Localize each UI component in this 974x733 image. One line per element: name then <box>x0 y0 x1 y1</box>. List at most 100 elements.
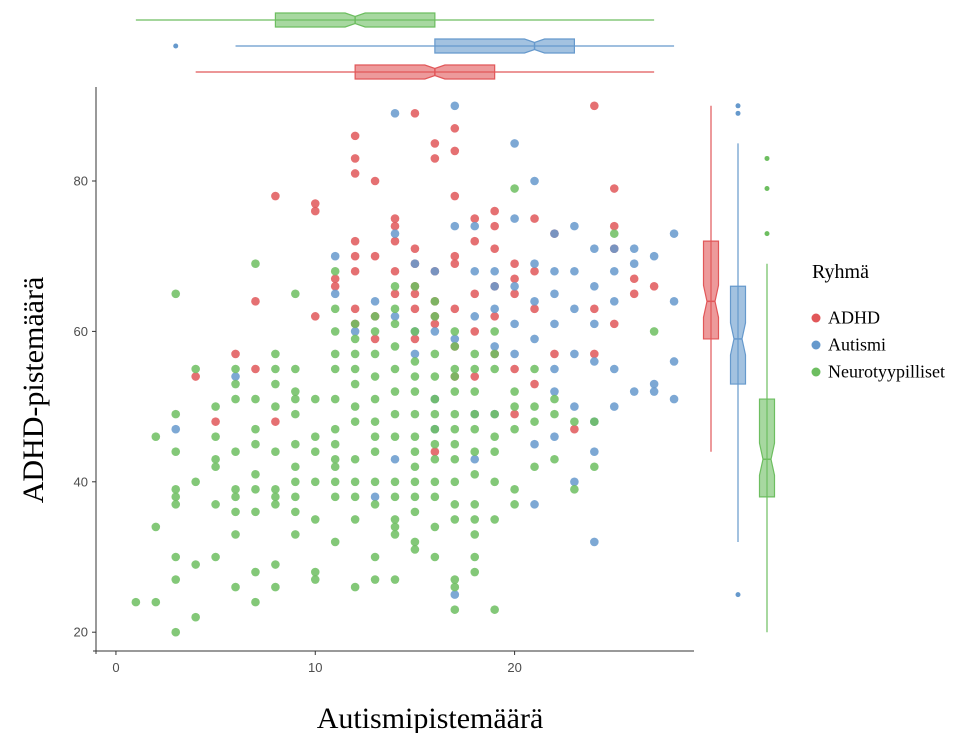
point-adhd <box>510 409 519 419</box>
point-neurotyypilliset <box>310 515 320 524</box>
outlier <box>764 155 770 161</box>
point-neurotyypilliset <box>410 545 420 554</box>
point-neurotyypilliset <box>291 409 300 419</box>
point-neurotyypilliset <box>430 349 440 359</box>
point-adhd <box>330 281 340 291</box>
point-autismi <box>530 439 539 449</box>
point-adhd <box>490 206 499 216</box>
point-adhd <box>350 236 360 246</box>
point-adhd <box>510 259 519 269</box>
point-adhd <box>350 169 360 178</box>
point-autismi <box>171 424 181 434</box>
point-neurotyypilliset <box>470 530 480 539</box>
point-neurotyypilliset <box>410 357 420 366</box>
point-autismi <box>550 319 559 329</box>
point-neurotyypilliset <box>470 424 480 434</box>
legend-swatch <box>811 313 821 323</box>
point-neurotyypilliset <box>251 507 260 517</box>
point-neurotyypilliset <box>410 372 420 381</box>
point-neurotyypilliset <box>350 454 360 464</box>
point-autismi <box>669 297 679 306</box>
point-neurotyypilliset <box>271 492 280 502</box>
point-autismi <box>330 289 340 299</box>
point-autismi <box>649 387 659 396</box>
point-neurotyypilliset <box>171 485 181 494</box>
point-autismi <box>390 229 400 238</box>
point-neurotyypilliset <box>291 530 300 539</box>
point-neurotyypilliset <box>390 281 400 291</box>
point-neurotyypilliset <box>231 507 240 517</box>
point-adhd <box>410 109 420 118</box>
point-autismi <box>590 319 599 329</box>
point-adhd <box>470 214 480 223</box>
outlier <box>173 43 179 49</box>
point-autismi <box>570 402 579 411</box>
point-autismi <box>510 319 519 329</box>
point-adhd <box>450 191 460 201</box>
point-neurotyypilliset <box>350 349 360 359</box>
x-ticks: 0 10 20 <box>112 651 522 675</box>
point-neurotyypilliset <box>550 454 559 464</box>
point-neurotyypilliset <box>450 439 460 449</box>
point-autismi <box>231 372 240 381</box>
point-autismi <box>490 342 499 351</box>
point-neurotyypilliset <box>470 349 480 359</box>
point-autismi <box>590 447 599 457</box>
legend-items: ADHD Autismi Neurotyypilliset <box>811 308 945 382</box>
point-adhd <box>510 274 519 284</box>
point-neurotyypilliset <box>390 409 400 419</box>
point-autismi <box>570 304 579 314</box>
point-autismi <box>570 221 579 231</box>
point-neurotyypilliset <box>330 537 340 547</box>
point-autismi <box>530 259 539 269</box>
point-neurotyypilliset <box>211 462 220 472</box>
point-adhd <box>649 281 659 291</box>
point-autismi <box>370 492 380 502</box>
point-adhd <box>350 131 360 141</box>
point-neurotyypilliset <box>510 485 519 494</box>
x-axis-title: Autismipistemäärä <box>317 702 544 733</box>
point-adhd <box>470 289 480 299</box>
point-neurotyypilliset <box>370 312 380 321</box>
point-neurotyypilliset <box>171 492 181 502</box>
point-neurotyypilliset <box>450 582 460 592</box>
point-neurotyypilliset <box>410 462 420 472</box>
point-neurotyypilliset <box>450 372 460 381</box>
point-autismi <box>649 379 659 389</box>
point-autismi <box>430 327 440 336</box>
point-autismi <box>609 402 619 411</box>
point-neurotyypilliset <box>490 349 499 359</box>
point-neurotyypilliset <box>330 364 340 374</box>
y-ticks: 20 40 60 80 <box>74 174 96 640</box>
point-adhd <box>450 304 460 314</box>
point-neurotyypilliset <box>291 289 300 299</box>
point-neurotyypilliset <box>350 364 360 374</box>
point-neurotyypilliset <box>350 492 360 502</box>
point-neurotyypilliset <box>310 575 320 584</box>
point-autismi <box>550 364 559 374</box>
point-neurotyypilliset <box>490 409 499 419</box>
box <box>758 398 776 498</box>
point-neurotyypilliset <box>430 297 440 306</box>
point-neurotyypilliset <box>490 477 499 487</box>
point-neurotyypilliset <box>271 364 280 374</box>
point-neurotyypilliset <box>430 439 440 449</box>
point-adhd <box>450 259 460 269</box>
point-neurotyypilliset <box>410 537 420 547</box>
point-neurotyypilliset <box>350 319 360 329</box>
point-autismi <box>629 387 639 396</box>
box <box>354 64 496 80</box>
point-neurotyypilliset <box>390 522 400 532</box>
point-neurotyypilliset <box>370 372 380 381</box>
point-neurotyypilliset <box>430 394 440 404</box>
point-neurotyypilliset <box>450 387 460 396</box>
point-adhd <box>370 334 380 344</box>
point-neurotyypilliset <box>410 327 420 336</box>
legend: Ryhmä ADHD Autismi Neurotyypilliset <box>811 261 945 382</box>
y-tick-label: 20 <box>74 625 88 640</box>
point-neurotyypilliset <box>370 447 380 457</box>
point-neurotyypilliset <box>171 552 181 562</box>
point-neurotyypilliset <box>370 500 380 509</box>
point-adhd <box>450 124 460 133</box>
point-autismi <box>450 101 460 111</box>
